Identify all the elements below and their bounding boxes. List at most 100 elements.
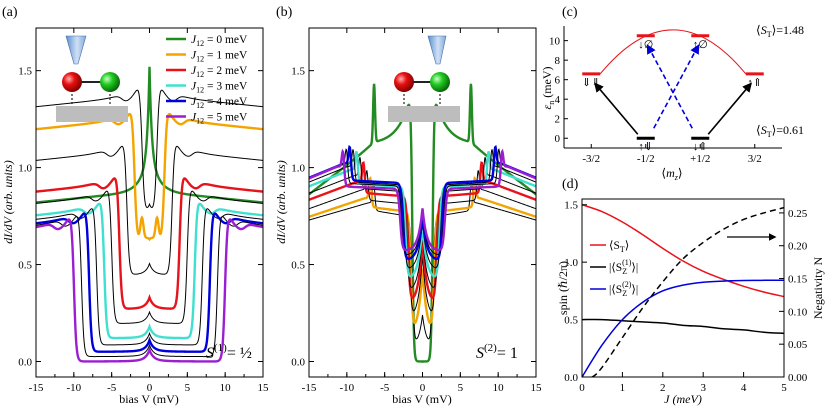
panel-b-ticks: -15 -10 -5 0 5 10 15 0.0 0.5 1.0 1.5 [291,28,542,394]
x-tick-label: 5 [458,382,464,394]
panel-c-levels: ⇓⇓ ↓∅ ↑∅ ↑⇑ ↑⇓ ↓⇑ [582,34,764,153]
panel-d-legend: ⟨ST⟩ |⟨SZ(1)⟩| |⟨SZ(2)⟩| [590,240,638,298]
x-tick-label: 5 [185,382,191,394]
panel-d: (d) 0 1 2 3 4 5 0.0 0.5 1.0 1.5 0.00 0.05 0.10 0.15 0.… [556,177,825,406]
energy-level-label: ↑⇓ [638,141,653,153]
x-tick-label: 3/2 [748,153,762,165]
legend-label: J12 = 5 meV [191,112,248,126]
legend-label: J12 = 4 meV [191,96,248,110]
x-tick-label: 15 [258,382,270,394]
energy-level-label: ⇓⇓ [582,77,600,89]
spectrum-line [36,112,263,242]
y-tick-label: 1.0 [291,163,305,175]
panel-a-curves [36,66,263,363]
spectrum-line [309,83,536,363]
red-atom-icon [62,72,82,92]
panel-b-frame [308,27,537,378]
x-tick-label: -3/2 [582,153,600,165]
legend-label: ⟨ST⟩ [609,240,629,254]
panel-b-xlabel: bias V (mV) [392,392,452,406]
panel-c-axes: 0 2 4 6 8 10 -3/2 -1/2 +1/2 3/2 [549,26,782,165]
y-tick-label: 6 [555,75,561,87]
panel-d-ticks: 0 1 2 3 4 5 0.0 0.5 1.0 1.5 0.00 0.05 0.10 0.15 0.20 0.… [564,200,808,394]
spectrum-line-intermediate [36,208,263,346]
panel-d-ylabel-right: Negativity N [811,257,825,320]
spectrum-line [309,175,536,325]
transition-arrow [707,82,752,135]
panel-b-ylabel: dI/dV (arb. units) [274,160,288,243]
spectrum-line-intermediate [36,89,263,209]
panel-c-transitions [594,44,752,135]
y-tick-label: 1.5 [564,200,578,212]
transition-arrow-dashed [646,44,693,129]
red-atom-icon [394,72,414,92]
x-tick-label: 0 [147,382,153,394]
x-tick-label: 0 [579,382,585,394]
series-line [582,318,784,335]
y-tick-label: 0.0 [291,356,305,368]
spectrum-line-intermediate [36,216,263,358]
x-tick-label: -10 [66,382,81,394]
x-tick-label: -15 [302,382,317,394]
green-atom-icon [100,72,120,92]
panel-c-ylabel: εn (meV) [540,66,556,109]
panel-d-frame [581,198,785,378]
panel-a-ylabel: dI/dV (arb. units) [1,160,15,243]
stm-tip-icon [65,35,87,65]
spectrum-line-intermediate [309,169,536,312]
panel-d-xlabel: J (meV) [664,392,702,406]
x-tick-label: 1 [620,382,626,394]
panel-b-inset [388,35,460,122]
transition-arrow-dashed [653,44,700,129]
energy-level-label: ↑∅ [693,39,708,51]
spectrum-line-intermediate [36,190,263,324]
x-tick-label: 3 [700,382,706,394]
legend-label: |⟨SZ(2)⟩| [609,280,638,298]
panel-c-xlabel: ⟨mz⟩ [661,166,682,182]
x-tick-label: -5 [380,382,390,394]
panel-d-ylabel-left: spin (ℏ/2π) [556,261,570,315]
excited-arc [599,29,747,75]
legend-label: J12 = 3 meV [191,81,248,95]
series-line [582,206,784,377]
spectrum-line [36,202,263,340]
panel-c-arc [599,29,747,75]
green-atom-icon [430,72,450,92]
x-tick-label: 10 [220,382,232,394]
y-right-tick-label: 0.25 [788,208,808,220]
legend-label: J12 = 0 meV [191,34,248,48]
x-tick-label: 5 [781,382,787,394]
y-tick-label: 1.5 [291,66,305,78]
panel-b-spin-annotation: S(2)= 1 [476,342,518,362]
x-tick-label: +1/2 [690,153,710,165]
panel-d-curves [582,204,784,377]
panel-label-c: (c) [562,5,578,20]
y-right-tick-label: 0.10 [788,306,808,318]
panel-a-xlabel: bias V (mV) [119,392,179,406]
spectrum-line [36,212,263,353]
x-tick-label: 0 [420,382,426,394]
x-tick-label: 4 [741,382,747,394]
y-tick-label: 0.0 [564,372,578,384]
surface-icon [388,106,460,122]
panel-a-inset [56,35,128,122]
x-tick-label: 2 [660,382,666,394]
legend-label: J12 = 2 meV [191,65,248,79]
energy-level-label: ↓⇑ [693,141,708,153]
panel-a-ticks: -15 -10 -5 0 5 10 15 0.0 0.5 1.0 1.5 [18,28,269,394]
x-tick-label: 10 [493,382,505,394]
y-tick-label: 0.5 [291,260,305,272]
spectrum-line-intermediate [309,181,536,340]
panel-label-d: (d) [562,177,579,192]
panel-label-a: (a) [2,5,18,20]
panel-c-total-spin-ground: ⟨ST⟩=0.61 [756,123,804,139]
y-tick-label: 2 [555,114,561,126]
panel-a: (a) -15 -10 -5 0 5 10 15 0.0 0.5 1.0 1.5 bias V (m… [1,5,269,406]
y-tick-label: 8 [555,55,561,67]
spectrum-line [309,148,536,252]
panel-b-curves [309,83,536,363]
y-right-tick-label: 0.00 [788,372,808,384]
